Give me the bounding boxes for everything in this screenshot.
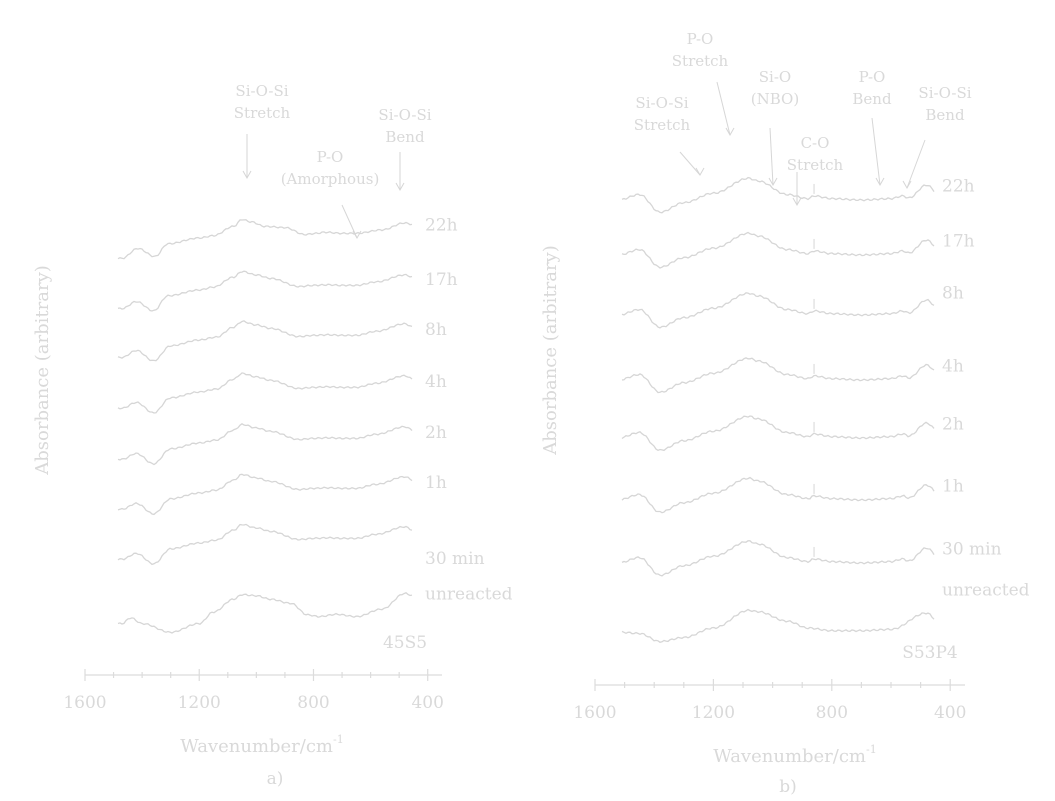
arrow-head — [242, 170, 252, 180]
annotation-label: P-O — [859, 68, 886, 86]
series-label: 30 min — [942, 540, 1002, 560]
panel-label: a) — [267, 769, 284, 789]
spectrum-unreacted — [621, 608, 935, 644]
annotation-label: Si-O-Si — [635, 94, 688, 112]
series-label: 1h — [425, 473, 447, 493]
annotation-label: Stretch — [672, 52, 729, 70]
annotation-arrow — [341, 204, 358, 239]
annotation-arrow — [871, 117, 881, 186]
series-label: 2h — [425, 423, 447, 443]
x-tick-label: 1600 — [573, 703, 616, 723]
arrow-head — [725, 127, 735, 137]
x-tick-label: 800 — [297, 693, 329, 713]
x-tick-label: 1200 — [692, 703, 735, 723]
series-label: 22h — [942, 177, 975, 197]
arrow-head — [395, 182, 405, 192]
spectrum-30-min — [117, 523, 413, 566]
spectrum-17h — [621, 231, 935, 269]
series-label: 17h — [425, 270, 458, 290]
spectrum-unreacted — [117, 592, 413, 634]
annotation-arrow — [769, 127, 774, 186]
annotation-label: Bend — [852, 90, 892, 108]
arrow-head — [902, 180, 912, 190]
annotation-label: C-O — [801, 134, 830, 152]
arrow-head — [352, 230, 362, 240]
x-axis-label: Wavenumber/cm-1 — [713, 743, 876, 767]
spectrum-2h — [117, 423, 413, 466]
spectrum-4h — [117, 372, 413, 414]
annotation-label: P-O — [687, 30, 714, 48]
series-label: 8h — [425, 320, 447, 340]
x-tick-label: 1600 — [63, 693, 106, 713]
series-label: 30 min — [425, 549, 485, 569]
spectrum-1h — [621, 476, 935, 514]
series-label: 22h — [425, 215, 458, 235]
annotation-label: Stretch — [234, 104, 291, 122]
spectrum-30-min — [621, 540, 935, 577]
series-label: unreacted — [942, 581, 1030, 601]
series-label: 8h — [942, 284, 964, 304]
panel-a: 1600 1200 800 400 Wavenumber/cm-1 Absorbance … — [32, 82, 513, 789]
annotation-label: Bend — [385, 128, 425, 146]
x-tick-label: 1200 — [178, 693, 221, 713]
spectrum-8h — [621, 292, 935, 329]
series-label: 17h — [942, 232, 975, 252]
annotation-label: (Amorphous) — [281, 170, 380, 188]
spectrum-4h — [621, 357, 935, 394]
y-axis-label: Absorbance (arbitrary) — [540, 245, 561, 456]
arrow-head — [875, 177, 885, 187]
arrow-head — [792, 197, 802, 207]
annotation-arrow — [906, 139, 926, 189]
x-tick-label: 400 — [411, 693, 443, 713]
series-label: 1h — [942, 477, 964, 497]
series-label: 4h — [942, 357, 964, 377]
annotation-label: Bend — [925, 106, 965, 124]
x-axis-label-exponent: -1 — [866, 743, 877, 756]
annotation-arrow — [716, 81, 731, 136]
spectrum-2h — [621, 415, 935, 452]
spectrum-22h — [117, 219, 413, 260]
x-tick-label: 800 — [816, 703, 848, 723]
series-label: 4h — [425, 372, 447, 392]
x-axis-label: Wavenumber/cm-1 — [180, 733, 343, 757]
sample-label: S53P4 — [902, 643, 958, 663]
annotation-label: Si-O-Si — [378, 106, 431, 124]
annotation-label: Si-O-Si — [235, 82, 288, 100]
y-axis-label: Absorbance (arbitrary) — [32, 265, 53, 476]
series-label: 2h — [942, 415, 964, 435]
sample-label: 45S5 — [383, 633, 427, 653]
arrow-head — [695, 167, 705, 177]
arrow-head — [768, 177, 778, 187]
annotation-label: Stretch — [787, 156, 844, 174]
panel-label: b) — [779, 777, 797, 797]
spectrum-1h — [117, 473, 413, 516]
spectrum-8h — [117, 320, 413, 362]
annotation-label: Si-O — [759, 68, 791, 86]
spectrum-17h — [117, 270, 413, 312]
annotation-label: P-O — [317, 148, 344, 166]
x-axis-label-exponent: -1 — [333, 733, 344, 746]
spectrum-22h — [621, 176, 935, 214]
panel-b: 1600 1200 800 400 Wavenumber/cm-1 Absorbance … — [540, 30, 1030, 797]
annotation-label: (NBO) — [751, 90, 799, 108]
annotation-label: Stretch — [634, 116, 691, 134]
x-tick-label: 400 — [934, 703, 966, 723]
annotation-arrow — [679, 151, 701, 176]
annotation-label: Si-O-Si — [918, 84, 971, 102]
series-label: unreacted — [425, 585, 513, 605]
